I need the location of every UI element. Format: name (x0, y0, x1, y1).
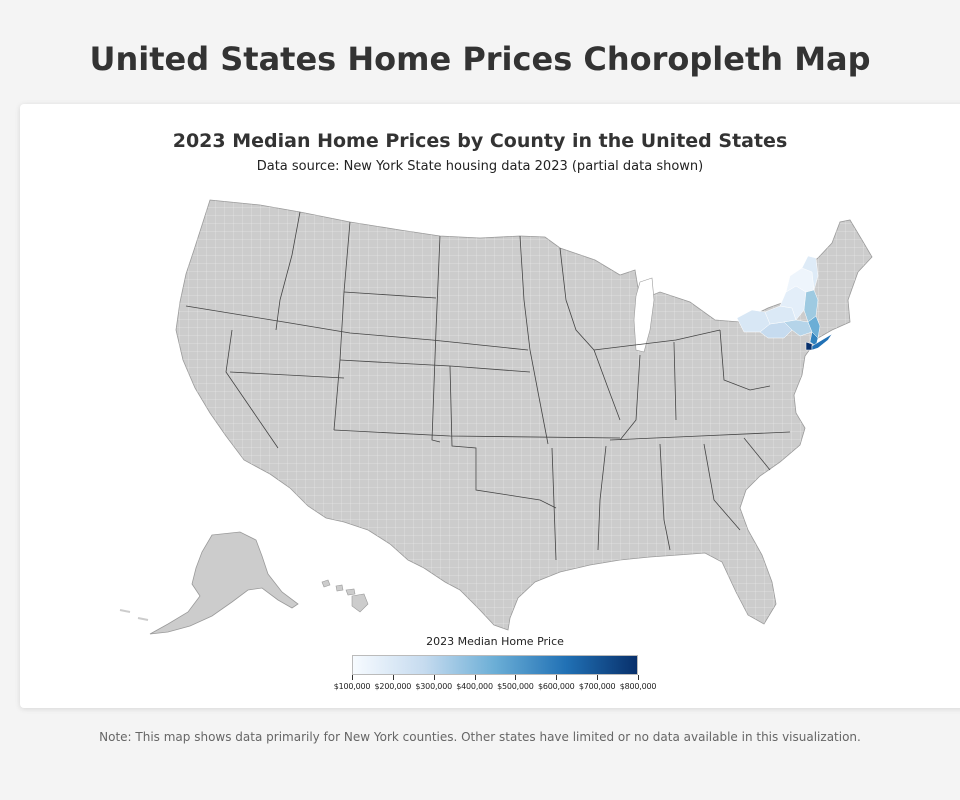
legend-tick-label: $200,000 (374, 682, 412, 691)
ny-county-hudson-valley (807, 315, 821, 339)
lake-michigan (633, 277, 655, 353)
alaska (149, 531, 299, 635)
legend-tick-label: $100,000 (333, 682, 371, 691)
legend-tick-label: $800,000 (619, 682, 657, 691)
legend-tick-label: $700,000 (578, 682, 616, 691)
hawaii (321, 579, 369, 613)
page-title: United States Home Prices Choropleth Map (89, 40, 871, 78)
aleutian-islands (119, 609, 149, 621)
new-york-counties (736, 255, 833, 351)
legend-tick-mark (638, 675, 639, 680)
contiguous-us (175, 199, 873, 631)
footnote: Note: This map shows data primarily for … (99, 730, 861, 744)
legend-tick-label: $300,000 (415, 682, 452, 691)
legend-tick-mark (556, 675, 558, 680)
legend-tick-mark (597, 675, 599, 680)
map-title: 2023 Median Home Prices by County in the… (172, 130, 788, 152)
ny-county-north-country (785, 267, 815, 293)
legend-tick-label: $600,000 (537, 682, 575, 691)
legend-tick-mark (352, 675, 353, 680)
map-subtitle: Data source: New York State housing data… (256, 159, 704, 174)
legend-tick-mark (392, 675, 394, 680)
legend-tick-mark (433, 675, 435, 680)
legend-tick-label: $500,000 (497, 682, 534, 691)
legend-color-bar (352, 655, 638, 675)
ny-county-long-island (811, 333, 833, 351)
legend-tick-mark (515, 675, 517, 680)
ny-county-adirondack (801, 255, 819, 291)
legend-title: 2023 Median Home Price (426, 635, 564, 648)
legend-tick-mark (474, 675, 476, 680)
legend-tick-label: $400,000 (456, 682, 493, 691)
state-borders (185, 211, 791, 561)
